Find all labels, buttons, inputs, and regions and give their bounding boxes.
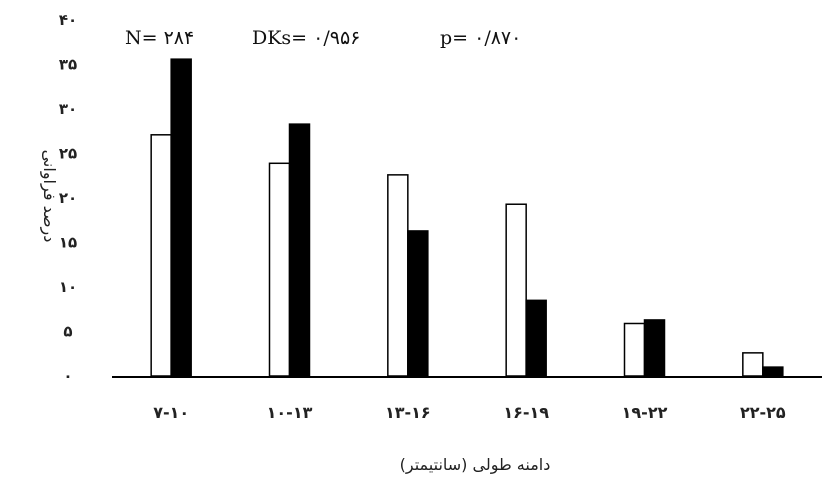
y-tick-label: ۴۰ bbox=[59, 11, 77, 29]
bar-series-1-1 bbox=[150, 134, 172, 377]
bar-series-2-4 bbox=[525, 299, 547, 377]
annotation-n: N= ۲۸۴ bbox=[125, 27, 194, 49]
y-tick-label: ۰ bbox=[63, 367, 72, 385]
bar-series-1-5 bbox=[623, 322, 646, 377]
bar-series-2-2 bbox=[288, 123, 311, 377]
bar-series-2-3 bbox=[407, 230, 429, 377]
y-tick-label: ۳۵ bbox=[59, 56, 77, 74]
y-tick-label: ۵ bbox=[63, 323, 72, 341]
x-tick-label: ۲۲-۲۵ bbox=[740, 403, 786, 422]
y-axis-label: درصد فراوانی bbox=[39, 150, 59, 243]
bars bbox=[150, 58, 784, 377]
bar-series-2-5 bbox=[643, 319, 666, 377]
y-tick-label: ۳۰ bbox=[59, 100, 77, 118]
x-tick-label: ۷-۱۰ bbox=[153, 403, 189, 422]
x-tick-label: ۱۹-۲۲ bbox=[622, 403, 668, 422]
annotation-p: p= ۰/۸۷۰ bbox=[440, 27, 521, 49]
bar-series-1-4 bbox=[505, 203, 527, 377]
x-tick-label: ۱۶-۱۹ bbox=[503, 403, 549, 422]
y-axis-ticks: ۰ ۵ ۱۰ ۱۵ ۲۰ ۲۵ ۳۰ ۳۵ ۴۰ bbox=[59, 11, 77, 385]
y-tick-label: ۲۵ bbox=[59, 145, 77, 163]
bar-series-2-1 bbox=[170, 58, 192, 377]
y-tick-label: ۲۰ bbox=[59, 189, 77, 207]
bar-series-1-6 bbox=[742, 352, 764, 377]
x-axis-ticks: ۷-۱۰ ۱۰-۱۳ ۱۳-۱۶ ۱۶-۱۹ ۱۹-۲۲ ۲۲-۲۵ bbox=[153, 403, 786, 422]
x-axis-label: دامنه طولی (سانتیمتر) bbox=[400, 455, 551, 475]
x-tick-label: ۱۰-۱۳ bbox=[267, 403, 313, 422]
bar-series-1-2 bbox=[268, 162, 291, 377]
x-tick-label: ۱۳-۱۶ bbox=[385, 403, 431, 422]
annotation-dks: DKs= ۰/۹۵۶ bbox=[252, 27, 360, 49]
bar-series-2-6 bbox=[762, 366, 784, 377]
y-tick-label: ۱۵ bbox=[59, 234, 77, 252]
y-tick-label: ۱۰ bbox=[59, 278, 77, 296]
bar-series-1-3 bbox=[387, 174, 409, 377]
